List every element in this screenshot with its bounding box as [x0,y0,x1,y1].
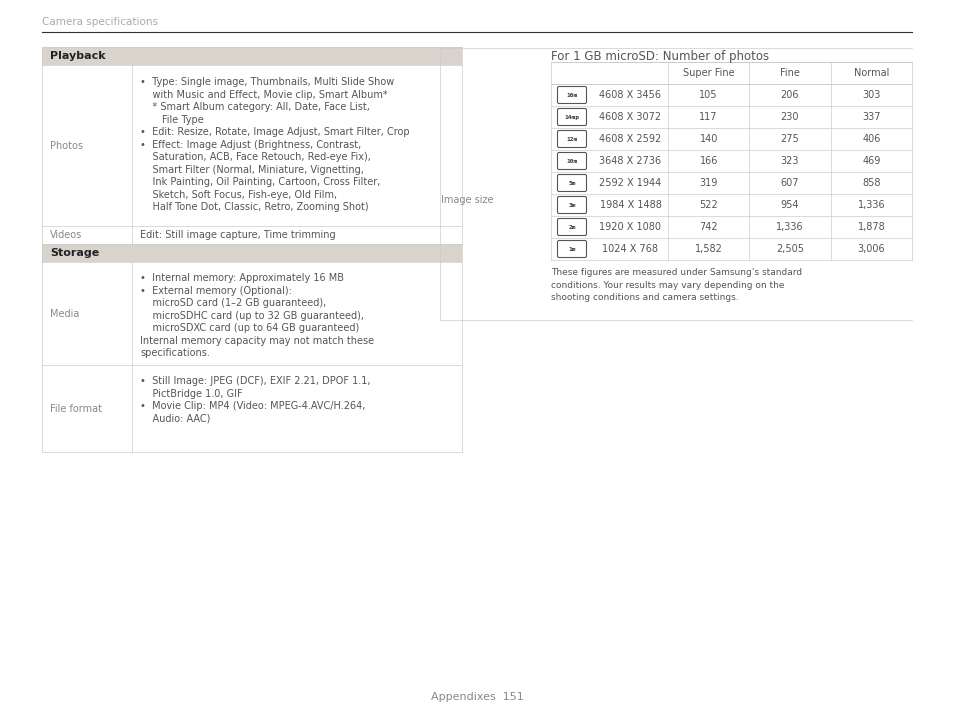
Text: 337: 337 [862,112,880,122]
Text: Sketch, Soft Focus, Fish-eye, Old Film,: Sketch, Soft Focus, Fish-eye, Old Film, [140,189,336,199]
Text: 14mp: 14mp [564,114,578,120]
Text: 522: 522 [699,200,718,210]
Text: 406: 406 [862,134,880,144]
Text: * Smart Album category: All, Date, Face List,: * Smart Album category: All, Date, Face … [140,102,370,112]
FancyBboxPatch shape [557,109,586,125]
Text: 10m: 10m [566,158,577,163]
Text: specifications.: specifications. [140,348,210,358]
Text: 1,336: 1,336 [776,222,803,232]
Text: 319: 319 [699,178,717,188]
Text: Internal memory capacity may not match these: Internal memory capacity may not match t… [140,336,374,346]
Text: 954: 954 [780,200,799,210]
FancyBboxPatch shape [557,240,586,258]
Text: 206: 206 [780,90,799,100]
Text: Edit: Still image capture, Time trimming: Edit: Still image capture, Time trimming [140,230,335,240]
Text: 275: 275 [780,134,799,144]
Text: 2,505: 2,505 [775,244,803,254]
Text: 1024 X 768: 1024 X 768 [602,244,658,254]
Text: File format: File format [50,403,102,413]
Text: microSD card (1–2 GB guaranteed),: microSD card (1–2 GB guaranteed), [140,298,326,308]
Text: Image size: Image size [441,195,494,205]
Text: 3648 X 2736: 3648 X 2736 [598,156,660,166]
Text: microSDHC card (up to 32 GB guaranteed),: microSDHC card (up to 32 GB guaranteed), [140,310,364,320]
Text: 303: 303 [862,90,880,100]
FancyBboxPatch shape [557,197,586,214]
Text: 12m: 12m [566,137,577,142]
Text: Ink Painting, Oil Painting, Cartoon, Cross Filter,: Ink Painting, Oil Painting, Cartoon, Cro… [140,177,380,187]
Text: 4608 X 3456: 4608 X 3456 [598,90,660,100]
Text: PictBridge 1.0, GIF: PictBridge 1.0, GIF [140,389,242,398]
Text: These figures are measured under Samsung’s standard
conditions. Your results may: These figures are measured under Samsung… [551,268,801,302]
Text: •  Effect: Image Adjust (Brightness, Contrast,: • Effect: Image Adjust (Brightness, Cont… [140,140,361,150]
Text: 1920 X 1080: 1920 X 1080 [598,222,660,232]
Text: 230: 230 [780,112,799,122]
Text: Fine: Fine [780,68,800,78]
Text: 2592 X 1944: 2592 X 1944 [598,178,661,188]
Text: 858: 858 [862,178,880,188]
Text: 1,582: 1,582 [694,244,721,254]
FancyBboxPatch shape [42,47,461,65]
Text: Videos: Videos [50,230,82,240]
Text: 323: 323 [780,156,799,166]
FancyBboxPatch shape [557,86,586,104]
Text: •  Edit: Resize, Rotate, Image Adjust, Smart Filter, Crop: • Edit: Resize, Rotate, Image Adjust, Sm… [140,127,409,137]
FancyBboxPatch shape [557,130,586,148]
Text: Playback: Playback [50,51,106,61]
Text: Camera specifications: Camera specifications [42,17,158,27]
Text: with Music and Effect, Movie clip, Smart Album*: with Music and Effect, Movie clip, Smart… [140,89,387,99]
Text: 140: 140 [699,134,717,144]
Text: •  Type: Single image, Thumbnails, Multi Slide Show: • Type: Single image, Thumbnails, Multi … [140,77,394,87]
Text: 469: 469 [862,156,880,166]
Text: 105: 105 [699,90,718,100]
Text: For 1 GB microSD: Number of photos: For 1 GB microSD: Number of photos [551,50,768,63]
Text: microSDXC card (up to 64 GB guaranteed): microSDXC card (up to 64 GB guaranteed) [140,323,359,333]
FancyBboxPatch shape [557,153,586,169]
Text: 4608 X 3072: 4608 X 3072 [598,112,660,122]
Text: Half Tone Dot, Classic, Retro, Zooming Shot): Half Tone Dot, Classic, Retro, Zooming S… [140,202,368,212]
Text: Media: Media [50,308,79,318]
Text: •  Internal memory: Approximately 16 MB: • Internal memory: Approximately 16 MB [140,273,344,283]
Text: •  External memory (Optional):: • External memory (Optional): [140,286,292,295]
Text: 4608 X 2592: 4608 X 2592 [598,134,661,144]
Text: 607: 607 [780,178,799,188]
Text: •  Still Image: JPEG (DCF), EXIF 2.21, DPOF 1.1,: • Still Image: JPEG (DCF), EXIF 2.21, DP… [140,376,370,386]
Text: Smart Filter (Normal, Miniature, Vignetting,: Smart Filter (Normal, Miniature, Vignett… [140,164,363,174]
Text: Saturation, ACB, Face Retouch, Red-eye Fix),: Saturation, ACB, Face Retouch, Red-eye F… [140,152,371,162]
Text: •  Movie Clip: MP4 (Video: MPEG-4.AVC/H.264,: • Movie Clip: MP4 (Video: MPEG-4.AVC/H.2… [140,401,365,411]
FancyBboxPatch shape [42,244,461,262]
Text: 166: 166 [699,156,717,166]
Text: 3m: 3m [568,202,576,207]
FancyBboxPatch shape [557,218,586,235]
Text: 16m: 16m [566,92,577,97]
Text: Audio: AAC): Audio: AAC) [140,413,211,423]
Text: 742: 742 [699,222,718,232]
Text: Super Fine: Super Fine [682,68,734,78]
Text: Appendixes  151: Appendixes 151 [430,692,523,702]
Text: Storage: Storage [50,248,99,258]
Text: 5m: 5m [568,181,576,186]
Text: 2m: 2m [568,225,576,230]
Text: Photos: Photos [50,140,83,150]
Text: File Type: File Type [140,114,204,125]
FancyBboxPatch shape [557,174,586,192]
Text: 1984 X 1488: 1984 X 1488 [598,200,660,210]
Text: 117: 117 [699,112,718,122]
Text: 3,006: 3,006 [857,244,884,254]
Text: 1,878: 1,878 [857,222,884,232]
Text: 1m: 1m [568,246,576,251]
Text: Normal: Normal [853,68,888,78]
Text: 1,336: 1,336 [857,200,884,210]
